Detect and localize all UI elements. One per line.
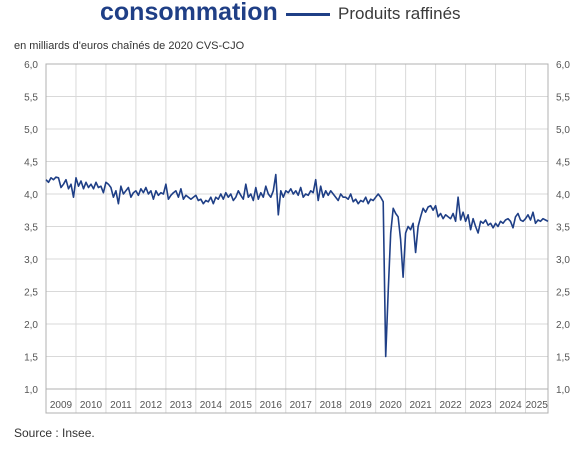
y-tick-label-right: 4,5 bbox=[556, 158, 570, 169]
y-tick-label-right: 5,0 bbox=[556, 125, 570, 136]
y-tick-label: 3,0 bbox=[24, 255, 38, 266]
source-note: Source : Insee. bbox=[14, 426, 95, 440]
series-line bbox=[45, 173, 549, 358]
x-tick-label: 2018 bbox=[320, 400, 343, 411]
chart-title: consommation bbox=[100, 0, 278, 26]
legend-swatch bbox=[286, 12, 330, 16]
x-tick-label: 2023 bbox=[469, 400, 492, 411]
x-tick-label: 2014 bbox=[200, 400, 223, 411]
x-tick-label: 2019 bbox=[350, 400, 373, 411]
y-tick-label-right: 2,5 bbox=[556, 288, 570, 299]
y-tick-label: 1,5 bbox=[24, 353, 38, 364]
x-tick-label: 2022 bbox=[439, 400, 462, 411]
y-tick-label: 5,0 bbox=[24, 125, 38, 136]
y-tick-label: 2,0 bbox=[24, 320, 38, 331]
x-tick-label: 2015 bbox=[230, 400, 253, 411]
y-tick-label-right: 1,5 bbox=[556, 353, 570, 364]
y-tick-label: 4,0 bbox=[24, 190, 38, 201]
unit-label: en milliards d'euros chaînés de 2020 CVS… bbox=[14, 40, 245, 52]
y-tick-label: 4,5 bbox=[24, 158, 38, 169]
y-tick-label: 2,5 bbox=[24, 288, 38, 299]
y-tick-label-right: 3,5 bbox=[556, 223, 570, 234]
x-tick-label: 2025 bbox=[526, 400, 549, 411]
x-tick-label: 2021 bbox=[410, 400, 433, 411]
x-tick-label: 2017 bbox=[290, 400, 313, 411]
legend: Produits raffinés bbox=[286, 4, 461, 24]
x-tick-label: 2024 bbox=[499, 400, 522, 411]
x-tick-label: 2020 bbox=[380, 400, 403, 411]
x-tick-label: 2009 bbox=[50, 400, 73, 411]
y-tick-label-right: 2,0 bbox=[556, 320, 570, 331]
y-tick-label: 3,5 bbox=[24, 223, 38, 234]
y-tick-label-right: 5,5 bbox=[556, 93, 570, 104]
y-tick-label-right: 6,0 bbox=[556, 60, 570, 71]
y-tick-label-right: 1,0 bbox=[556, 385, 570, 396]
y-tick-label-right: 4,0 bbox=[556, 190, 570, 201]
x-tick-label: 2012 bbox=[140, 400, 163, 411]
x-tick-label: 2016 bbox=[260, 400, 283, 411]
plot-frame bbox=[45, 63, 549, 414]
y-tick-label: 1,0 bbox=[24, 385, 38, 396]
y-tick-label: 6,0 bbox=[24, 60, 38, 71]
x-tick-label: 2011 bbox=[110, 400, 132, 411]
legend-label: Produits raffinés bbox=[338, 4, 461, 23]
y-tick-label: 5,5 bbox=[24, 93, 38, 104]
y-tick-label-right: 3,0 bbox=[556, 255, 570, 266]
x-tick-label: 2010 bbox=[80, 400, 103, 411]
x-tick-label: 2013 bbox=[170, 400, 193, 411]
chart-header: consommation Produits raffinés bbox=[0, 0, 585, 34]
